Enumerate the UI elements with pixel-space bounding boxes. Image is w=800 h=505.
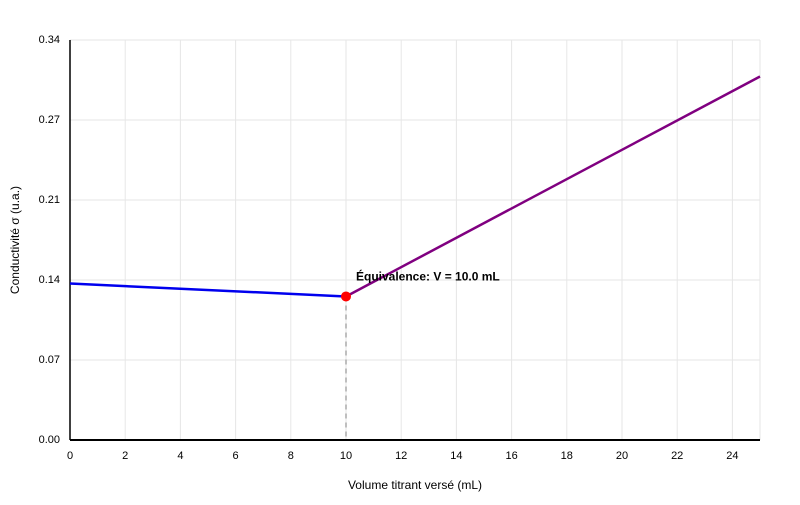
annotation: Équivalence: V = 10.0 mL: [356, 269, 500, 284]
series-line: [69, 282, 347, 298]
y-tick-label: 0.21: [39, 194, 60, 206]
x-tick-label: 14: [450, 450, 462, 462]
x-tick-label: 0: [67, 450, 73, 462]
x-tick-label: 24: [726, 450, 738, 462]
x-tick-label: 2: [122, 450, 128, 462]
y-tick-label: 0.00: [39, 434, 60, 446]
x-axis-label: Volume titrant versé (mL): [348, 478, 482, 492]
y-tick-label: 0.34: [39, 34, 60, 46]
x-tick-label: 10: [340, 450, 352, 462]
y-axis-label: Conductivité σ (u.a.): [8, 186, 22, 294]
x-tick-label: 18: [561, 450, 573, 462]
series-line: [345, 75, 761, 298]
x-tick-label: 20: [616, 450, 628, 462]
x-tick-label: 16: [505, 450, 517, 462]
y-tick-label: 0.14: [39, 274, 60, 286]
equivalence-point: [341, 291, 351, 302]
x-tick-label: 6: [233, 450, 239, 462]
y-tick-label: 0.07: [39, 354, 60, 366]
x-tick-label: 4: [177, 450, 183, 462]
x-tick-label: 12: [395, 450, 407, 462]
y-tick-label: 0.27: [39, 114, 60, 126]
x-tick-label: 22: [671, 450, 683, 462]
x-tick-label: 8: [288, 450, 294, 462]
